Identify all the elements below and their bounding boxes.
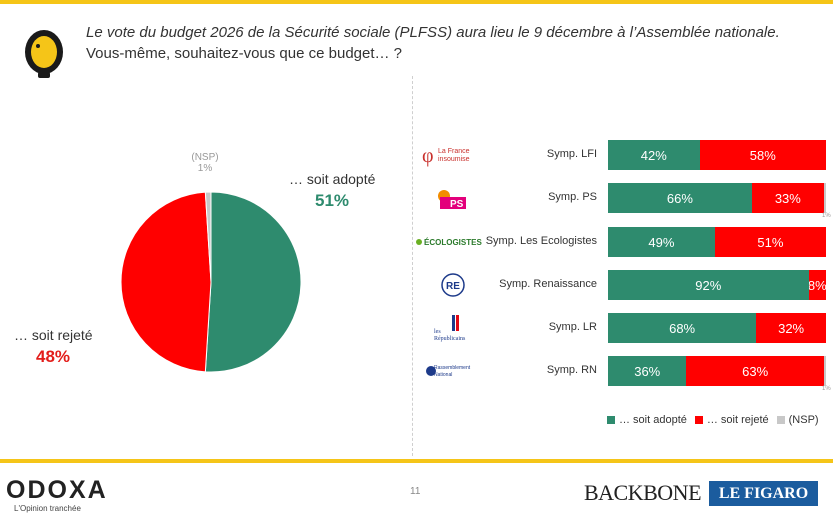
pie-nsp-label: (NSP) 1% [190, 152, 220, 174]
bar-segment-rejete: 63% [686, 356, 824, 386]
bar-row: RE Symp. Renaissance 92% 8% [414, 270, 833, 300]
row-label: Symp. PS [548, 191, 597, 203]
pie-slice-rejete [120, 191, 212, 373]
stacked-bar: 68% 32% [608, 313, 826, 343]
stacked-bar: 36% 63% [608, 356, 826, 386]
legend-label: … soit rejeté [706, 414, 769, 426]
chart-legend: … soit adopté … soit rejeté (NSP) [607, 414, 819, 426]
svg-text:insoumise: insoumise [438, 156, 470, 163]
ps-logo-icon: PS [438, 190, 466, 210]
bar-value-label: 42% [640, 147, 667, 163]
pie-nsp-pct: 1% [197, 163, 213, 174]
renaissance-logo-icon: RE [441, 273, 465, 297]
pie-slice-nsp [204, 191, 212, 283]
bar-row: ÉCOLOGISTES Symp. Les Ecologistes 49% 51% [414, 227, 833, 257]
odoxa-logo: ODOXA [6, 476, 108, 504]
bar-segment-adopte: 49% [608, 227, 715, 257]
legend-item-rejete: … soit rejeté [694, 414, 769, 426]
bar-value-label: 92% [695, 277, 722, 293]
bar-segment-adopte: 42% [608, 140, 700, 170]
pie-nsp-text: (NSP) [191, 152, 219, 163]
lfi-logo-icon: φ La France insoumise [422, 145, 470, 167]
bar-value-label: 36% [634, 363, 661, 379]
bar-segment-nsp [823, 183, 826, 213]
svg-text:φ: φ [422, 145, 434, 167]
bar-value-label: 66% [666, 190, 693, 206]
pie-adopte-label: … soit adopté 51% [289, 171, 375, 211]
svg-text:ÉCOLOGISTES: ÉCOLOGISTES [424, 238, 482, 247]
svg-text:Républicains: Républicains [434, 336, 466, 342]
pie-rejete-text: … soit rejeté [14, 327, 93, 343]
svg-text:Rassemblement: Rassemblement [434, 365, 471, 371]
legend-label: … soit adopté [619, 414, 687, 426]
bar-segment-rejete: 51% [714, 227, 826, 257]
bar-row: les Républicains Symp. LR 68% 32% [414, 313, 833, 343]
stacked-bar: 49% 51% [608, 227, 826, 257]
page-number: 11 [410, 486, 421, 497]
bar-value-label: 33% [774, 190, 801, 206]
bar-segment-adopte: 66% [608, 183, 752, 213]
bar-value-label: 58% [749, 147, 776, 163]
nsp-small-label: 1% [822, 213, 831, 219]
bar-segment-adopte: 36% [608, 356, 687, 386]
row-label: Symp. LFI [546, 148, 597, 160]
pie-rejete-label: … soit rejeté 48% [14, 327, 93, 367]
row-label: Symp. RN [546, 364, 597, 376]
stacked-bar: 92% 8% [608, 270, 826, 300]
bar-value-label: 8% [808, 277, 826, 293]
panel-divider [412, 76, 413, 456]
svg-text:National: National [434, 372, 452, 378]
pie-chart [120, 191, 302, 373]
svg-text:PS: PS [450, 199, 464, 210]
bar-row: Rassemblement National Symp. RN 36% 63% 1… [414, 356, 833, 392]
question-line-2: Vous-même, souhaitez-vous que ce budget…… [86, 45, 403, 62]
ecologistes-logo-icon: ÉCOLOGISTES [416, 238, 482, 247]
backbone-logo: BACKBONE [584, 480, 702, 505]
pie-adopte-pct: 51% [315, 191, 350, 210]
lr-logo-icon: les Républicains [434, 315, 466, 342]
le-figaro-logo: LE FIGARO [709, 481, 818, 506]
stacked-bar: 42% 58% [608, 140, 826, 170]
pie-adopte-text: … soit adopté [289, 171, 376, 187]
top-accent-bar [0, 0, 833, 4]
bar-segment-adopte: 92% [608, 270, 809, 300]
survey-question: Le vote du budget 2026 de la Sécurité so… [86, 22, 806, 64]
nsp-small-label: 1% [822, 386, 831, 392]
legend-item-adopte: … soit adopté [607, 414, 687, 426]
svg-text:RE: RE [446, 281, 460, 292]
bar-segment-rejete: 33% [751, 183, 824, 213]
bar-segment-rejete: 32% [756, 313, 826, 343]
bar-value-label: 51% [757, 234, 784, 250]
bottom-accent-bar [0, 459, 833, 463]
legend-item-nsp: (NSP) [776, 414, 819, 426]
pie-slice-adopte [204, 191, 302, 373]
legend-swatch [607, 416, 615, 424]
legend-swatch [694, 416, 703, 424]
bar-segment-nsp [823, 356, 826, 386]
bar-segment-rejete: 8% [808, 270, 826, 300]
legend-label: (NSP) [788, 414, 819, 426]
rn-logo-icon: Rassemblement National [426, 365, 471, 378]
bar-value-label: 32% [778, 320, 805, 336]
pie-rejete-pct: 48% [36, 347, 71, 366]
bar-value-label: 49% [648, 234, 675, 250]
svg-text:La France: La France [438, 148, 470, 155]
bar-segment-adopte: 68% [608, 313, 757, 343]
bar-segment-rejete: 58% [699, 140, 826, 170]
stacked-bar: 66% 33% [608, 183, 826, 213]
bar-row: PS Symp. PS 66% 33% 1% [414, 183, 833, 219]
row-label: Symp. LR [548, 321, 597, 333]
bar-value-label: 68% [669, 320, 696, 336]
svg-text:les: les [434, 329, 441, 335]
row-label: Symp. Renaissance [499, 278, 597, 290]
legend-swatch [776, 416, 785, 424]
odoxa-tagline: L'Opinion tranchée [14, 504, 81, 513]
row-label: Symp. Les Ecologistes [485, 235, 597, 247]
bar-value-label: 63% [742, 363, 769, 379]
question-line-1: Le vote du budget 2026 de la Sécurité so… [86, 24, 780, 41]
odoxa-bulb-icon [25, 30, 63, 78]
bar-row: φ La France insoumise Symp. LFI 42% 58% [414, 140, 833, 170]
